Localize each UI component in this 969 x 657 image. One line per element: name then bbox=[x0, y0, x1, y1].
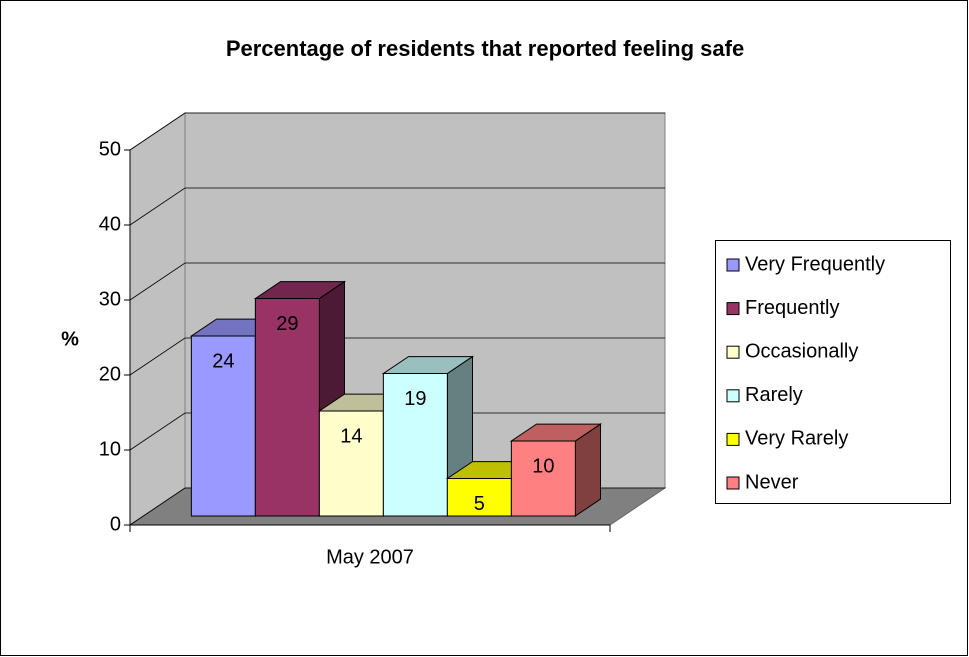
y-tick-label: 20 bbox=[99, 363, 121, 385]
value-label: 14 bbox=[340, 425, 362, 447]
y-axis-label: % bbox=[61, 328, 79, 350]
y-tick-label: 30 bbox=[99, 288, 121, 310]
legend-label: Very Rarely bbox=[745, 428, 848, 450]
y-tick-label: 50 bbox=[99, 138, 121, 160]
value-label: 10 bbox=[532, 455, 554, 477]
bar bbox=[254, 298, 320, 517]
side-wall bbox=[129, 112, 186, 526]
legend-label: Rarely bbox=[745, 384, 803, 406]
legend-swatch bbox=[726, 302, 740, 316]
y-tick-label: 10 bbox=[99, 438, 121, 460]
legend-label: Frequently bbox=[745, 297, 840, 319]
grid-line bbox=[129, 187, 665, 226]
value-label: 29 bbox=[276, 313, 298, 335]
value-label: 5 bbox=[474, 493, 485, 515]
legend-swatch bbox=[726, 476, 740, 490]
value-label: 24 bbox=[212, 350, 234, 372]
bar bbox=[446, 478, 512, 517]
bar bbox=[190, 335, 256, 517]
legend-label: Never bbox=[745, 471, 799, 493]
bar bbox=[382, 373, 448, 517]
grid-line bbox=[129, 412, 665, 451]
bar bbox=[318, 410, 384, 517]
legend-swatch bbox=[726, 345, 740, 359]
grid-line bbox=[129, 112, 665, 151]
grid-line bbox=[129, 337, 665, 376]
x-tick-label: May 2007 bbox=[326, 546, 414, 568]
legend-swatch bbox=[726, 432, 740, 446]
y-tick-label: 40 bbox=[99, 213, 121, 235]
chart-title: Percentage of residents that reported fe… bbox=[226, 36, 744, 61]
value-label: 19 bbox=[404, 388, 426, 410]
legend-swatch bbox=[726, 258, 740, 272]
legend-label: Occasionally bbox=[745, 340, 858, 362]
bar bbox=[510, 440, 576, 517]
legend-label: Very Frequently bbox=[745, 253, 885, 275]
grid-line bbox=[129, 262, 665, 301]
legend-swatch bbox=[726, 389, 740, 403]
legend-box bbox=[715, 240, 951, 504]
y-tick-label: 0 bbox=[110, 513, 121, 535]
